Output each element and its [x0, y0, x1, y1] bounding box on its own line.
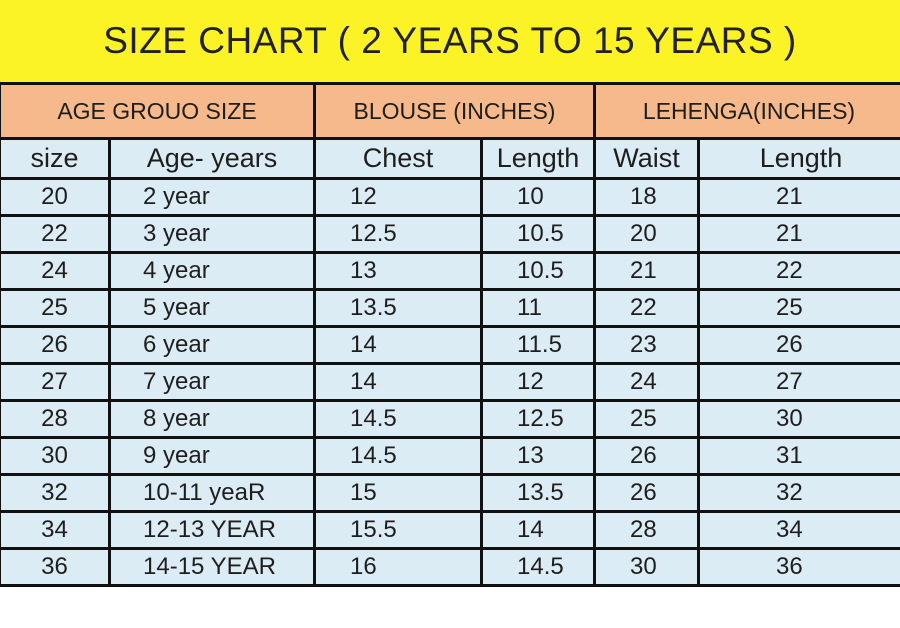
waist-cell: 23 [593, 325, 700, 365]
age-cell: 5 year [108, 288, 316, 328]
size-cell: 27 [0, 362, 111, 402]
page-title: SIZE CHART ( 2 YEARS TO 15 YEARS ) [0, 0, 900, 82]
age-cell: 2 year [108, 177, 316, 217]
waist-cell: 18 [593, 177, 700, 217]
table-row: 36 14-15 YEAR 16 14.5 30 36 [0, 547, 900, 587]
size-cell: 36 [0, 547, 111, 587]
chest-cell: 15 [313, 473, 483, 513]
waist-cell: 26 [593, 473, 700, 513]
age-cell: 9 year [108, 436, 316, 476]
blouse-length-cell: 13.5 [480, 473, 596, 513]
age-cell: 6 year [108, 325, 316, 365]
table-row: 30 9 year 14.5 13 26 31 [0, 436, 900, 476]
blouse-length-cell: 10.5 [480, 214, 596, 254]
lehenga-length-cell: 27 [697, 362, 900, 402]
waist-cell: 21 [593, 251, 700, 291]
column-header-lehenga-length: Length [697, 137, 900, 180]
column-header-size: size [0, 137, 111, 180]
waist-cell: 25 [593, 399, 700, 439]
lehenga-length-cell: 32 [697, 473, 900, 513]
size-cell: 22 [0, 214, 111, 254]
column-header-age: Age- years [108, 137, 316, 180]
age-cell: 14-15 YEAR [108, 547, 316, 587]
blouse-length-cell: 14.5 [480, 547, 596, 587]
chest-cell: 13 [313, 251, 483, 291]
table-row: 34 12-13 YEAR 15.5 14 28 34 [0, 510, 900, 550]
column-header-row: size Age- years Chest Length Waist Lengt… [0, 137, 900, 180]
blouse-length-cell: 10.5 [480, 251, 596, 291]
waist-cell: 26 [593, 436, 700, 476]
age-cell: 4 year [108, 251, 316, 291]
column-header-blouse-length: Length [480, 137, 596, 180]
chest-cell: 12 [313, 177, 483, 217]
age-cell: 3 year [108, 214, 316, 254]
chest-cell: 16 [313, 547, 483, 587]
chest-cell: 14.5 [313, 399, 483, 439]
table-row: 24 4 year 13 10.5 21 22 [0, 251, 900, 291]
blouse-length-cell: 14 [480, 510, 596, 550]
table-row: 32 10-11 yeaR 15 13.5 26 32 [0, 473, 900, 513]
size-cell: 28 [0, 399, 111, 439]
table-row: 26 6 year 14 11.5 23 26 [0, 325, 900, 365]
lehenga-length-cell: 36 [697, 547, 900, 587]
size-cell: 32 [0, 473, 111, 513]
size-cell: 24 [0, 251, 111, 291]
waist-cell: 28 [593, 510, 700, 550]
lehenga-length-cell: 22 [697, 251, 900, 291]
lehenga-length-cell: 25 [697, 288, 900, 328]
group-header-blouse: BLOUSE (INCHES) [313, 82, 596, 140]
size-cell: 25 [0, 288, 111, 328]
size-cell: 34 [0, 510, 111, 550]
chest-cell: 15.5 [313, 510, 483, 550]
size-chart-table: AGE GROUO SIZE BLOUSE (INCHES) LEHENGA(I… [0, 82, 900, 587]
size-cell: 20 [0, 177, 111, 217]
age-cell: 8 year [108, 399, 316, 439]
chest-cell: 14.5 [313, 436, 483, 476]
table-row: 28 8 year 14.5 12.5 25 30 [0, 399, 900, 439]
lehenga-length-cell: 30 [697, 399, 900, 439]
lehenga-length-cell: 31 [697, 436, 900, 476]
chest-cell: 13.5 [313, 288, 483, 328]
blouse-length-cell: 11.5 [480, 325, 596, 365]
waist-cell: 20 [593, 214, 700, 254]
blouse-length-cell: 10 [480, 177, 596, 217]
size-cell: 26 [0, 325, 111, 365]
group-header-age: AGE GROUO SIZE [0, 82, 316, 140]
blouse-length-cell: 12 [480, 362, 596, 402]
table-row: 27 7 year 14 12 24 27 [0, 362, 900, 402]
size-cell: 30 [0, 436, 111, 476]
lehenga-length-cell: 26 [697, 325, 900, 365]
column-header-waist: Waist [593, 137, 700, 180]
group-header-row: AGE GROUO SIZE BLOUSE (INCHES) LEHENGA(I… [0, 82, 900, 140]
blouse-length-cell: 13 [480, 436, 596, 476]
waist-cell: 22 [593, 288, 700, 328]
table-row: 22 3 year 12.5 10.5 20 21 [0, 214, 900, 254]
waist-cell: 24 [593, 362, 700, 402]
waist-cell: 30 [593, 547, 700, 587]
age-cell: 7 year [108, 362, 316, 402]
column-header-chest: Chest [313, 137, 483, 180]
lehenga-length-cell: 34 [697, 510, 900, 550]
lehenga-length-cell: 21 [697, 177, 900, 217]
group-header-lehenga: LEHENGA(INCHES) [593, 82, 900, 140]
lehenga-length-cell: 21 [697, 214, 900, 254]
chest-cell: 14 [313, 362, 483, 402]
blouse-length-cell: 12.5 [480, 399, 596, 439]
table-row: 20 2 year 12 10 18 21 [0, 177, 900, 217]
chest-cell: 14 [313, 325, 483, 365]
blouse-length-cell: 11 [480, 288, 596, 328]
table-row: 25 5 year 13.5 11 22 25 [0, 288, 900, 328]
age-cell: 10-11 yeaR [108, 473, 316, 513]
age-cell: 12-13 YEAR [108, 510, 316, 550]
chest-cell: 12.5 [313, 214, 483, 254]
